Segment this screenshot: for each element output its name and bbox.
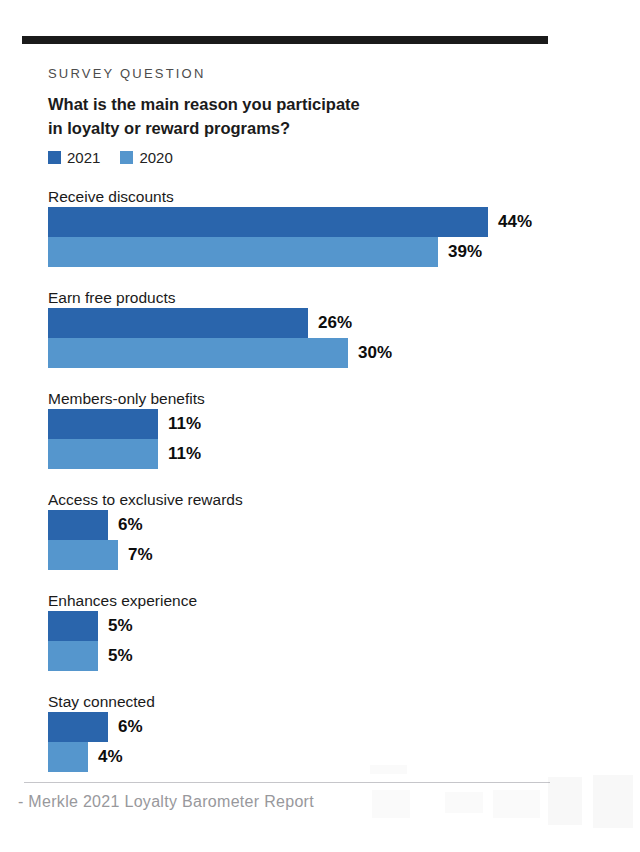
bar-group: Members-only benefits 11% 11% [48, 391, 608, 469]
legend-label: 2020 [139, 149, 172, 166]
value-label: 11% [168, 414, 201, 434]
value-label: 5% [108, 646, 133, 666]
bar-group: Earn free products 26% 30% [48, 290, 608, 368]
category-label: Enhances experience [48, 593, 608, 609]
bar-2021 [48, 510, 108, 540]
legend-item-2020: 2020 [120, 149, 172, 166]
bar-group: Access to exclusive rewards 6% 7% [48, 492, 608, 570]
bar-2020 [48, 237, 438, 267]
category-label: Members-only benefits [48, 391, 608, 407]
category-label: Earn free products [48, 290, 608, 306]
legend-item-2021: 2021 [48, 149, 100, 166]
bar-2021 [48, 712, 108, 742]
bar-group: Stay connected 6% 4% [48, 694, 608, 772]
bar-chart: Receive discounts 44% 39% Earn free product… [48, 189, 608, 772]
value-label: 4% [98, 747, 123, 767]
bar-row-2021: 26% [48, 308, 608, 338]
bar-row-2020: 30% [48, 338, 608, 368]
bar-row-2020: 4% [48, 742, 608, 772]
footer-divider [24, 782, 550, 783]
value-label: 39% [448, 242, 482, 262]
bar-2021 [48, 207, 488, 237]
legend: 2021 2020 [48, 149, 608, 166]
bar-2020 [48, 742, 88, 772]
bar-group: Receive discounts 44% 39% [48, 189, 608, 267]
legend-swatch-2020 [120, 151, 133, 164]
survey-question: What is the main reason you participate … [48, 92, 608, 140]
bar-row-2021: 6% [48, 712, 608, 742]
value-label: 6% [118, 717, 143, 737]
bar-row-2020: 5% [48, 641, 608, 671]
value-label: 11% [168, 444, 201, 464]
legend-label: 2021 [67, 149, 100, 166]
bar-row-2021: 5% [48, 611, 608, 641]
bar-2020 [48, 338, 348, 368]
bar-group: Enhances experience 5% 5% [48, 593, 608, 671]
bar-2021 [48, 611, 98, 641]
value-label: 44% [498, 212, 532, 232]
top-accent-bar [22, 36, 548, 44]
value-label: 5% [108, 616, 133, 636]
category-label: Receive discounts [48, 189, 608, 205]
bar-row-2020: 39% [48, 237, 608, 267]
source-attribution: - Merkle 2021 Loyalty Barometer Report [18, 793, 314, 811]
bar-row-2021: 11% [48, 409, 608, 439]
bar-2020 [48, 540, 118, 570]
bar-2021 [48, 308, 308, 338]
value-label: 6% [118, 515, 143, 535]
bar-2020 [48, 439, 158, 469]
value-label: 30% [358, 343, 392, 363]
bar-row-2021: 44% [48, 207, 608, 237]
bar-row-2020: 11% [48, 439, 608, 469]
bar-2021 [48, 409, 158, 439]
survey-question-line2: in loyalty or reward programs? [48, 116, 608, 140]
bar-2020 [48, 641, 98, 671]
category-label: Access to exclusive rewards [48, 492, 608, 508]
legend-swatch-2021 [48, 151, 61, 164]
infographic-content: SURVEY QUESTION What is the main reason … [48, 67, 608, 795]
survey-question-line1: What is the main reason you participate [48, 92, 608, 116]
bar-row-2021: 6% [48, 510, 608, 540]
value-label: 26% [318, 313, 352, 333]
value-label: 7% [128, 545, 153, 565]
eyebrow-label: SURVEY QUESTION [48, 67, 608, 81]
category-label: Stay connected [48, 694, 608, 710]
bar-row-2020: 7% [48, 540, 608, 570]
